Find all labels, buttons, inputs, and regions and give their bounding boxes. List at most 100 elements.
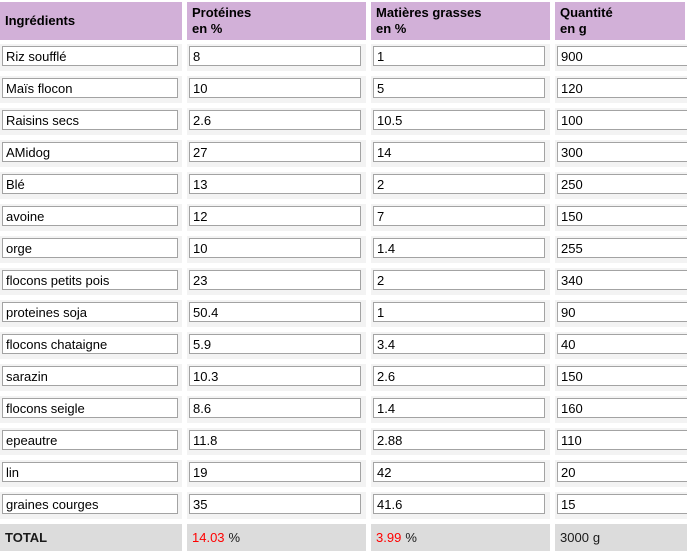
ingredient-cell [0, 332, 182, 359]
quantity-input[interactable] [557, 494, 687, 514]
fat-input[interactable] [373, 302, 545, 322]
quantity-input[interactable] [557, 302, 687, 322]
fat-input[interactable] [373, 142, 545, 162]
ingredient-input[interactable] [2, 494, 178, 514]
total-fat-unit: % [405, 530, 417, 545]
fat-input[interactable] [373, 174, 545, 194]
protein-input[interactable] [189, 302, 361, 322]
fat-input[interactable] [373, 206, 545, 226]
quantity-input[interactable] [557, 430, 687, 450]
protein-input[interactable] [189, 366, 361, 386]
ingredient-input[interactable] [2, 398, 178, 418]
fat-cell [371, 396, 550, 423]
ingredient-input[interactable] [2, 302, 178, 322]
protein-cell [187, 236, 366, 263]
fat-input[interactable] [373, 78, 545, 98]
table-body [0, 44, 687, 519]
quantity-cell [555, 204, 687, 231]
fat-cell [371, 44, 550, 71]
quantity-input[interactable] [557, 78, 687, 98]
quantity-input[interactable] [557, 110, 687, 130]
protein-input[interactable] [189, 430, 361, 450]
fat-cell [371, 428, 550, 455]
header-ingredients: Ingrédients [0, 2, 182, 40]
table-row [0, 300, 687, 327]
ingredient-input[interactable] [2, 206, 178, 226]
fat-input[interactable] [373, 398, 545, 418]
protein-input[interactable] [189, 46, 361, 66]
quantity-input[interactable] [557, 238, 687, 258]
ingredient-input[interactable] [2, 270, 178, 290]
total-protein-unit: % [228, 530, 241, 545]
protein-input[interactable] [189, 174, 361, 194]
protein-input[interactable] [189, 270, 361, 290]
ingredient-input[interactable] [2, 462, 178, 482]
quantity-input[interactable] [557, 334, 687, 354]
fat-input[interactable] [373, 270, 545, 290]
ingredient-input[interactable] [2, 142, 178, 162]
quantity-cell [555, 396, 687, 423]
protein-cell [187, 300, 366, 327]
quantity-cell [555, 492, 687, 519]
total-fat-value: 3.99 [376, 530, 402, 545]
header-ingredients-label: Ingrédients [5, 13, 76, 28]
quantity-input[interactable] [557, 270, 687, 290]
fat-input[interactable] [373, 334, 545, 354]
ingredient-cell [0, 140, 182, 167]
protein-input[interactable] [189, 462, 361, 482]
quantity-input[interactable] [557, 398, 687, 418]
fat-cell [371, 460, 550, 487]
ingredient-input[interactable] [2, 110, 178, 130]
fat-input[interactable] [373, 46, 545, 66]
ingredient-cell [0, 396, 182, 423]
protein-cell [187, 332, 366, 359]
quantity-cell [555, 236, 687, 263]
protein-input[interactable] [189, 238, 361, 258]
header-quantity-label: Quantité [560, 5, 613, 20]
quantity-input[interactable] [557, 46, 687, 66]
protein-input[interactable] [189, 334, 361, 354]
table-row [0, 492, 687, 519]
table-header: Ingrédients Protéines en % Matières gras… [0, 2, 687, 40]
ingredient-input[interactable] [2, 78, 178, 98]
table-row [0, 460, 687, 487]
protein-input[interactable] [189, 142, 361, 162]
protein-input[interactable] [189, 398, 361, 418]
quantity-input[interactable] [557, 142, 687, 162]
table-row [0, 396, 687, 423]
protein-input[interactable] [189, 78, 361, 98]
ingredient-input[interactable] [2, 430, 178, 450]
fat-cell [371, 268, 550, 295]
ingredient-input[interactable] [2, 174, 178, 194]
fat-input[interactable] [373, 110, 545, 130]
table-row [0, 44, 687, 71]
fat-input[interactable] [373, 366, 545, 386]
quantity-input[interactable] [557, 174, 687, 194]
ingredient-input[interactable] [2, 366, 178, 386]
quantity-input[interactable] [557, 366, 687, 386]
table-row [0, 108, 687, 135]
protein-input[interactable] [189, 494, 361, 514]
protein-input[interactable] [189, 110, 361, 130]
header-fats: Matières grasses en % [371, 2, 550, 40]
quantity-input[interactable] [557, 462, 687, 482]
fat-input[interactable] [373, 238, 545, 258]
quantity-input[interactable] [557, 206, 687, 226]
fat-input[interactable] [373, 462, 545, 482]
fat-input[interactable] [373, 494, 545, 514]
protein-input[interactable] [189, 206, 361, 226]
fat-input[interactable] [373, 430, 545, 450]
table-row [0, 140, 687, 167]
quantity-cell [555, 428, 687, 455]
total-quantity-unit: g [592, 530, 601, 545]
ingredient-input[interactable] [2, 46, 178, 66]
fat-cell [371, 204, 550, 231]
table-row [0, 364, 687, 391]
fat-cell [371, 108, 550, 135]
fat-cell [371, 492, 550, 519]
total-label: TOTAL [0, 524, 182, 551]
ingredient-input[interactable] [2, 334, 178, 354]
ingredient-input[interactable] [2, 238, 178, 258]
ingredient-cell [0, 204, 182, 231]
